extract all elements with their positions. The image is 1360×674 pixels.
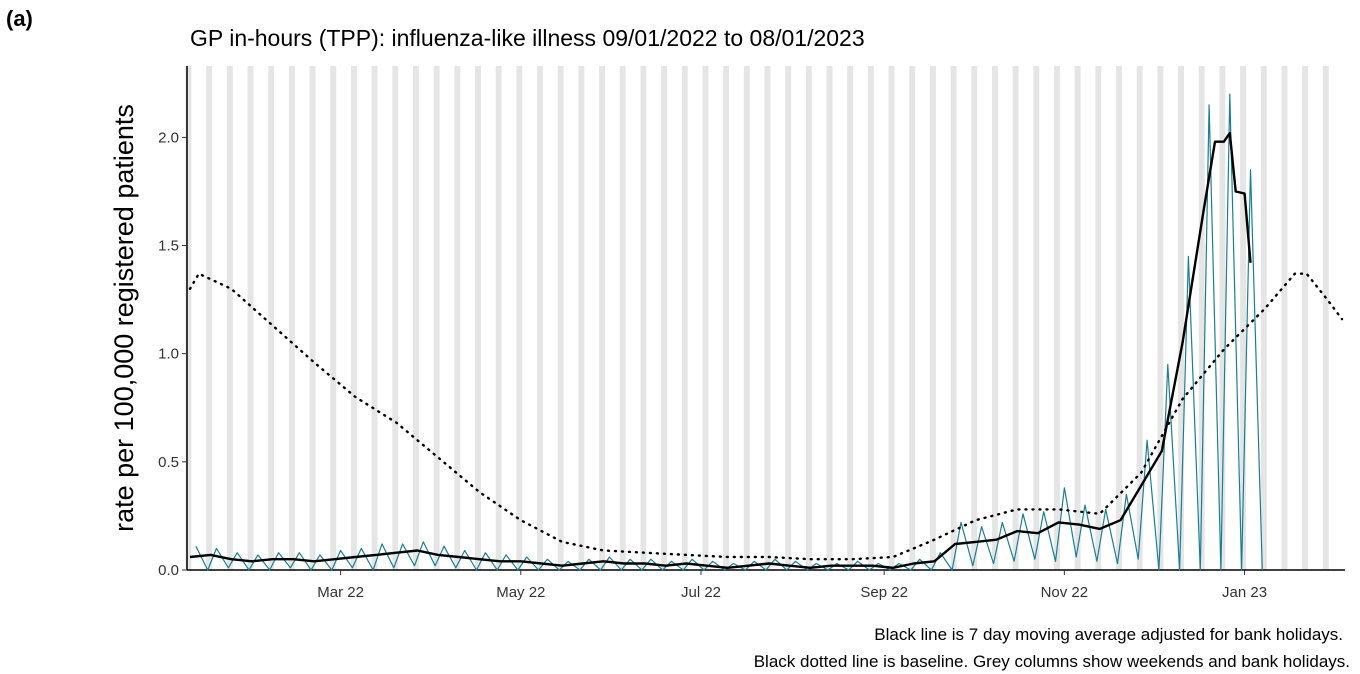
weekend-column xyxy=(516,66,523,570)
weekend-column xyxy=(206,66,213,570)
weekend-column xyxy=(412,66,419,570)
y-axis-label: rate per 100,000 registered patients xyxy=(109,104,139,532)
weekend-column xyxy=(1219,66,1226,570)
weekend-column xyxy=(1095,66,1102,570)
x-tick-label: Nov 22 xyxy=(1041,584,1089,601)
y-tick-label: 0.0 xyxy=(158,562,179,579)
weekend-column xyxy=(1033,66,1040,570)
weekend-column xyxy=(1302,66,1309,570)
caption: Black dotted line is baseline. Grey colu… xyxy=(754,652,1350,671)
weekend-column xyxy=(971,66,978,570)
weekend-column xyxy=(785,66,792,570)
weekend-column xyxy=(1116,66,1122,570)
y-tick-label: 1.0 xyxy=(158,346,179,363)
weekend-column xyxy=(288,66,295,570)
weekend-column xyxy=(1012,66,1019,570)
weekend-column xyxy=(929,66,936,570)
weekend-column xyxy=(826,66,833,570)
weekend-column xyxy=(1136,66,1143,570)
weekend-column xyxy=(557,66,564,570)
weekend-column xyxy=(681,66,688,570)
weekend-column xyxy=(1240,66,1247,570)
weekend-column xyxy=(454,66,461,570)
weekend-column xyxy=(350,66,357,570)
weekend-column xyxy=(226,66,233,570)
weekend-column xyxy=(1178,66,1185,570)
y-tick-label: 0.5 xyxy=(158,454,179,471)
weekend-column xyxy=(743,66,750,570)
weekend-column xyxy=(888,66,895,570)
y-tick-label: 2.0 xyxy=(158,129,179,146)
weekend-column xyxy=(1157,66,1164,570)
weekend-column xyxy=(268,66,275,570)
weekend-column xyxy=(475,66,481,570)
x-tick-label: Mar 22 xyxy=(317,584,364,601)
weekend-column xyxy=(330,66,337,570)
weekend-column xyxy=(847,66,854,570)
weekend-column xyxy=(309,66,316,570)
weekend-column xyxy=(495,66,502,570)
weekend-column xyxy=(371,66,378,570)
weekend-column xyxy=(909,66,916,570)
weekend-column xyxy=(950,66,957,570)
weekend-column xyxy=(247,66,254,570)
weekend-column xyxy=(640,66,647,570)
weekend-column xyxy=(1281,66,1288,570)
weekend-column xyxy=(661,66,668,570)
x-tick-label: Jul 22 xyxy=(681,584,721,601)
weekend-column xyxy=(185,66,192,570)
weekend-column xyxy=(805,66,812,570)
chart-title: GP in-hours (TPP): influenza-like illnes… xyxy=(190,25,865,51)
weekend-column xyxy=(578,66,585,570)
x-tick-label: Jan 23 xyxy=(1222,584,1267,601)
weekend-column xyxy=(537,66,543,570)
panel-label: (a) xyxy=(6,6,33,31)
x-tick-label: Sep 22 xyxy=(860,584,908,601)
series-line xyxy=(189,131,1252,569)
caption: Black line is 7 day moving average adjus… xyxy=(874,625,1343,644)
weekend-column xyxy=(619,66,626,570)
weekend-column xyxy=(599,66,606,570)
weekend-column xyxy=(702,66,709,570)
y-tick-label: 1.5 xyxy=(158,238,179,255)
weekend-column xyxy=(1260,66,1267,570)
weekend-column xyxy=(1054,66,1060,570)
series-line xyxy=(188,272,1344,561)
weekend-column xyxy=(433,66,440,570)
weekend-column xyxy=(392,66,399,570)
weekend-column xyxy=(723,66,730,570)
weekend-column xyxy=(867,66,874,570)
weekend-column xyxy=(1074,66,1081,570)
weekend-column xyxy=(991,66,998,570)
x-tick-label: May 22 xyxy=(496,584,545,601)
weekend-column xyxy=(1322,66,1329,570)
weekend-column xyxy=(764,66,771,570)
weekend-column xyxy=(1198,66,1205,570)
